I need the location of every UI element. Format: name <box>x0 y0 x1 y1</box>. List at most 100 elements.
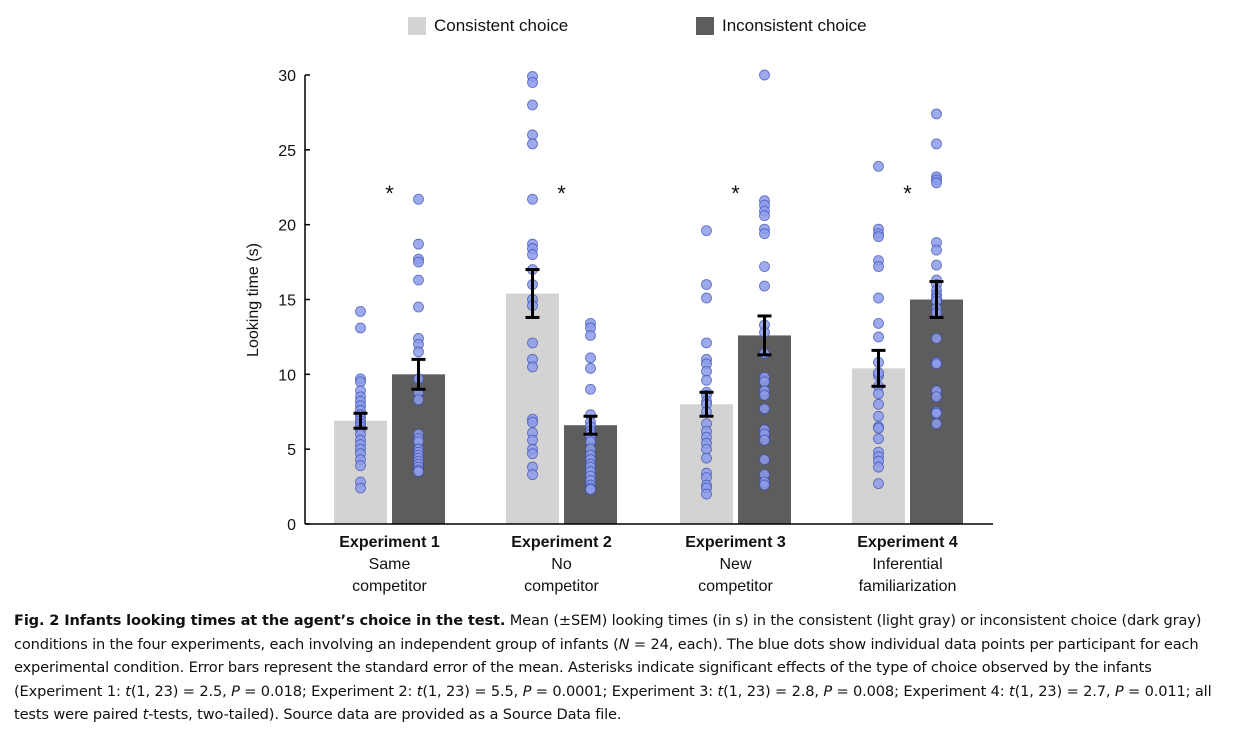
error-bars-layer <box>353 268 944 436</box>
data-point <box>931 407 942 419</box>
data-point <box>413 274 424 286</box>
data-point <box>701 365 712 377</box>
data-point <box>701 225 712 237</box>
caption-segment: P <box>823 682 832 700</box>
caption-segment: = 0.008; Experiment 4: <box>831 682 1010 700</box>
data-point <box>873 388 884 400</box>
caption-segment: (1, 23) = 2.7, <box>1014 682 1115 700</box>
error-bar-consistent-exp4 <box>871 348 886 388</box>
data-point <box>759 403 770 415</box>
data-point <box>527 434 538 446</box>
caption-segment: P <box>231 682 240 700</box>
data-point <box>355 376 366 388</box>
axes-layer <box>304 74 993 525</box>
data-point <box>759 454 770 466</box>
data-point <box>527 138 538 150</box>
y-tick-label: 20 <box>278 218 296 235</box>
data-point <box>413 193 424 205</box>
data-point <box>527 448 538 460</box>
y-tick-label: 15 <box>278 293 296 310</box>
data-point <box>585 484 596 496</box>
category-title-exp2: Experiment 2 <box>511 534 612 551</box>
significance-asterisk: * <box>731 181 740 206</box>
caption-segment: t <box>125 682 131 700</box>
data-point <box>527 99 538 111</box>
caption-segment: = 0.011; all tests were paired <box>14 682 1212 724</box>
data-point <box>701 443 712 455</box>
legend-label-inconsistent: Inconsistent choice <box>722 16 867 35</box>
category-subtitle-exp4: Inferential <box>872 556 942 573</box>
significance-asterisk: * <box>557 181 566 206</box>
data-point <box>527 129 538 141</box>
data-point <box>759 69 770 81</box>
legend-label-consistent: Consistent choice <box>434 16 569 35</box>
data-point <box>759 261 770 273</box>
caption-segment: (1, 23) = 5.5, <box>422 682 523 700</box>
data-point <box>931 391 942 403</box>
error-bar-inconsistent-exp2 <box>583 414 598 436</box>
data-point <box>931 418 942 430</box>
data-point <box>873 261 884 273</box>
data-point <box>759 210 770 222</box>
category-subtitle-exp1: Same <box>369 556 411 573</box>
data-point <box>585 362 596 374</box>
caption-segment: P <box>1114 682 1124 700</box>
data-point <box>413 466 424 478</box>
caption-segment: -tests, two-tailed). Source data are pro… <box>148 706 622 724</box>
data-point <box>873 433 884 445</box>
data-point <box>527 361 538 373</box>
data-point <box>759 389 770 401</box>
category-subtitle-exp2: competitor <box>524 578 599 595</box>
data-point <box>873 231 884 243</box>
data-point <box>873 317 884 329</box>
data-point <box>873 478 884 490</box>
legend-item-consistent: Consistent choice <box>408 16 568 36</box>
data-point <box>527 416 538 428</box>
legend-item-inconsistent: Inconsistent choice <box>696 16 867 36</box>
data-point <box>413 301 424 313</box>
caption-segment: t <box>717 682 724 700</box>
caption-body: Mean (±SEM) looking times (in s) in the … <box>14 612 1212 724</box>
data-point <box>759 280 770 292</box>
data-point <box>931 177 942 189</box>
data-point <box>931 138 942 150</box>
data-point <box>873 461 884 473</box>
error-bar-inconsistent-exp4 <box>929 280 944 319</box>
bar-chart: 0 5 10 15 20 25 30 Looking time (s) Experiment 1… <box>245 68 993 595</box>
data-point <box>527 469 538 481</box>
data-point <box>701 452 712 464</box>
chart-legend: Consistent choice Inconsistent choice <box>0 16 1242 40</box>
data-point <box>527 77 538 88</box>
significance-asterisk: * <box>385 181 394 206</box>
figure-caption: Fig. 2 Infants looking times at the agen… <box>14 609 1226 727</box>
caption-segment: N <box>618 635 630 653</box>
category-title-exp4: Experiment 4 <box>857 534 958 551</box>
data-point <box>527 193 538 205</box>
data-point <box>355 306 366 317</box>
category-subtitle-exp2: No <box>551 556 572 573</box>
data-point <box>759 434 770 446</box>
category-subtitle-exp1: competitor <box>352 578 427 595</box>
data-point <box>931 244 942 256</box>
y-tick-label: 10 <box>278 367 296 384</box>
category-title-exp3: Experiment 3 <box>685 534 786 551</box>
y-tick-label: 0 <box>287 517 296 534</box>
data-point <box>585 329 596 341</box>
caption-title: Fig. 2 Infants looking times at the agen… <box>14 612 506 629</box>
data-point <box>413 238 424 250</box>
data-point <box>355 482 366 494</box>
data-point <box>873 422 884 434</box>
legend-swatch-inconsistent <box>696 17 714 35</box>
bars-layer <box>334 293 963 524</box>
category-subtitle-exp3: competitor <box>698 578 773 595</box>
caption-segment: t <box>416 682 423 700</box>
y-axis-label: Looking time (s) <box>245 243 262 357</box>
caption-segment: (1, 23) = 2.5, <box>130 682 232 700</box>
error-bar-consistent-exp3 <box>699 390 714 418</box>
caption-segment: (1, 23) = 2.8, <box>723 682 824 700</box>
data-point <box>931 358 942 370</box>
error-bar-consistent-exp2 <box>525 268 540 319</box>
data-point <box>701 488 712 500</box>
caption-segment: = 0.0001; Experiment 3: <box>531 682 718 700</box>
data-point <box>355 460 366 472</box>
